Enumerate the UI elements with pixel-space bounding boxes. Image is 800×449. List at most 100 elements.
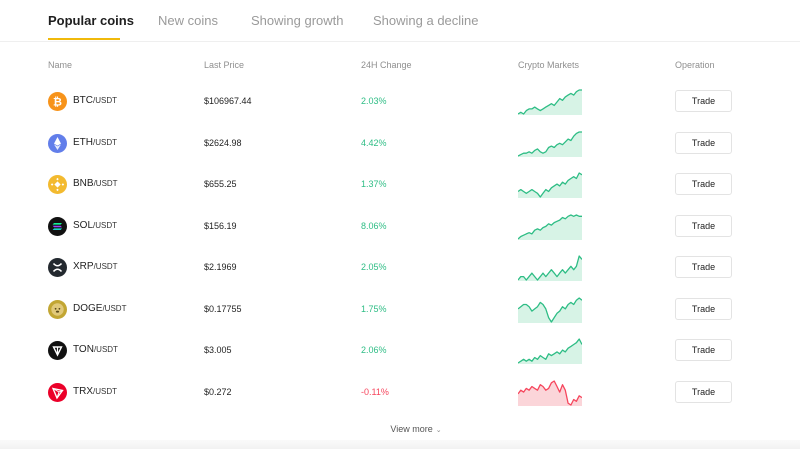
bnb-icon xyxy=(48,175,67,194)
trade-button[interactable]: Trade xyxy=(675,131,732,154)
coin-symbol: TON xyxy=(73,344,94,355)
quote-currency: /USDT xyxy=(93,96,117,105)
last-price: $2.1969 xyxy=(204,262,237,272)
view-more-label: View more xyxy=(390,424,433,434)
coin-symbol: DOGE xyxy=(73,302,103,314)
sparkline-area xyxy=(518,380,582,406)
change-24h: 2.05% xyxy=(361,262,387,272)
table-row: ETH/USDT $2624.98 4.42% Trade xyxy=(0,124,800,164)
coin-symbol: TRX xyxy=(73,385,93,397)
btc-icon: ₿ xyxy=(48,92,67,111)
table-row: ₿ BTC/USDT $106967.44 2.03% Trade xyxy=(0,82,800,122)
coin-pair[interactable]: SOL/USDT xyxy=(73,220,117,231)
table-row: XRP/USDT $2.1969 2.05% Trade xyxy=(0,248,800,288)
quote-currency: /USDT xyxy=(93,345,118,354)
sparkline-area xyxy=(518,131,582,157)
tab-bar: Popular coins New coins Showing growth S… xyxy=(0,0,800,42)
trade-button[interactable]: Trade xyxy=(675,297,732,320)
sparkline-chart xyxy=(518,213,582,240)
svg-text:₿: ₿ xyxy=(53,97,62,109)
sparkline-chart xyxy=(518,172,582,198)
coin-pair[interactable]: BTC/USDT xyxy=(73,95,117,106)
trx-icon xyxy=(48,382,67,402)
coin-symbol: XRP xyxy=(73,261,94,272)
coin-symbol: BTC xyxy=(73,95,93,106)
quote-currency: /USDT xyxy=(93,179,118,188)
eth-icon xyxy=(48,133,67,153)
sparkline-chart xyxy=(518,379,582,406)
tab-popular-coins[interactable]: Popular coins xyxy=(48,13,134,28)
sparkline-line xyxy=(518,379,582,406)
coin-symbol: SOL xyxy=(73,219,94,231)
coin-pair[interactable]: BNB/USDT xyxy=(73,178,118,189)
last-price: $0.272 xyxy=(204,386,232,397)
sparkline-chart xyxy=(518,130,582,157)
sparkline-chart xyxy=(518,89,582,115)
sparkline-line xyxy=(518,172,582,198)
sparkline-area xyxy=(518,339,582,364)
last-price: $156.19 xyxy=(204,220,237,231)
trade-button[interactable]: Trade xyxy=(675,339,732,361)
last-price: $655.25 xyxy=(204,179,237,189)
coin-pair[interactable]: XRP/USDT xyxy=(73,261,118,272)
quote-currency: /USDT xyxy=(93,262,118,271)
sparkline-chart xyxy=(518,255,582,281)
change-24h: 1.75% xyxy=(361,303,387,314)
column-header-name: Name xyxy=(48,60,73,70)
doge-icon xyxy=(48,299,67,319)
quote-currency: /USDT xyxy=(93,386,117,396)
quote-currency: /USDT xyxy=(93,137,117,147)
xrp-icon xyxy=(48,258,67,277)
tab-showing-decline[interactable]: Showing a decline xyxy=(373,13,479,28)
coin-pair[interactable]: ETH/USDT xyxy=(73,137,117,148)
column-header-last-price: Last Price xyxy=(204,60,245,70)
change-24h: -0.11% xyxy=(361,386,389,397)
last-price: $2624.98 xyxy=(204,137,242,148)
chevron-down-icon: ⌄ xyxy=(435,427,442,434)
trade-button[interactable]: Trade xyxy=(675,173,732,195)
sparkline-area xyxy=(518,256,582,281)
sol-icon xyxy=(48,216,67,236)
trade-button[interactable]: Trade xyxy=(675,256,732,278)
trade-button[interactable]: Trade xyxy=(675,214,732,237)
change-24h: 2.03% xyxy=(361,96,387,106)
bottom-edge xyxy=(0,440,800,449)
trade-button[interactable]: Trade xyxy=(675,90,732,112)
column-header-crypto-markets: Crypto Markets xyxy=(518,60,580,70)
coin-pair[interactable]: TRX/USDT xyxy=(73,386,117,397)
sparkline-area xyxy=(518,173,582,198)
sparkline-line xyxy=(518,213,582,239)
column-header-operation: Operation xyxy=(675,60,715,70)
sparkline-line xyxy=(518,255,582,281)
view-more-link[interactable]: View more ⌄ xyxy=(0,424,800,434)
sparkline-area xyxy=(518,297,582,323)
last-price: $106967.44 xyxy=(204,96,252,106)
coin-pair[interactable]: TON/USDT xyxy=(73,344,118,355)
ton-icon xyxy=(48,341,67,360)
change-24h: 2.06% xyxy=(361,345,387,355)
change-24h: 8.06% xyxy=(361,220,387,231)
active-tab-indicator xyxy=(48,38,120,40)
sparkline-line xyxy=(518,338,582,364)
table-row: TRX/USDT $0.272 -0.11% Trade xyxy=(0,373,800,413)
table-row: DOGE/USDT $0.17755 1.75% Trade xyxy=(0,290,800,330)
tab-new-coins[interactable]: New coins xyxy=(158,13,218,28)
sparkline-line xyxy=(518,89,582,115)
trade-button[interactable]: Trade xyxy=(675,380,732,403)
last-price: $0.17755 xyxy=(204,303,242,314)
sparkline-line xyxy=(518,130,582,157)
column-header-24h-change: 24H Change xyxy=(361,60,412,70)
tab-showing-growth[interactable]: Showing growth xyxy=(251,13,344,28)
table-row: SOL/USDT $156.19 8.06% Trade xyxy=(0,207,800,247)
sparkline-area xyxy=(518,214,582,240)
table-row: TON/USDT $3.005 2.06% Trade xyxy=(0,331,800,371)
last-price: $3.005 xyxy=(204,345,232,355)
quote-currency: /USDT xyxy=(93,220,118,230)
sparkline-area xyxy=(518,90,582,115)
change-24h: 4.42% xyxy=(361,137,387,148)
sparkline-line xyxy=(518,296,582,323)
change-24h: 1.37% xyxy=(361,179,387,189)
coin-symbol: BNB xyxy=(73,178,94,189)
coin-pair[interactable]: DOGE/USDT xyxy=(73,303,126,314)
sparkline-chart xyxy=(518,296,582,323)
